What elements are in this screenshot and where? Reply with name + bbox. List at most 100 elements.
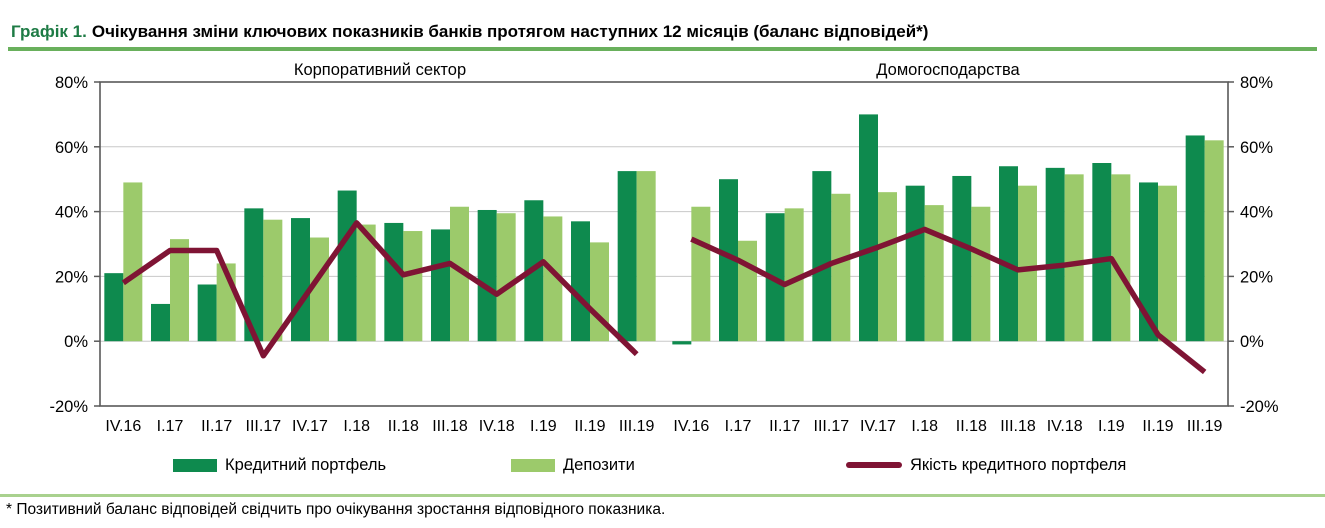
bar-credit-portfolio: [999, 166, 1018, 342]
bar-credit-portfolio: [197, 284, 217, 342]
bar-deposits: [123, 182, 143, 342]
bar-deposits: [403, 231, 423, 342]
bar-credit-portfolio: [384, 222, 404, 342]
bar-deposits: [831, 193, 851, 342]
y-axis-label-left: 0%: [64, 333, 88, 351]
bar-credit-portfolio: [1185, 135, 1205, 342]
y-axis-label-left: 80%: [55, 74, 88, 92]
plot-border: [99, 81, 1229, 407]
x-axis-label: II.18: [388, 418, 419, 435]
legend-label: Депозити: [563, 455, 635, 474]
credit-portfolio-swatch-icon: [173, 458, 217, 472]
bar-deposits: [738, 240, 757, 342]
bar-credit-portfolio: [905, 185, 925, 342]
bar-credit-portfolio: [431, 229, 450, 342]
bar-credit-portfolio: [337, 190, 357, 342]
legend-label: Якість кредитного портфеля: [910, 455, 1127, 474]
bar-deposits: [1204, 140, 1224, 342]
credit-quality-line-swatch-icon: [846, 462, 902, 468]
bar-deposits: [1111, 174, 1131, 342]
bar-deposits: [263, 219, 283, 342]
bar-credit-portfolio: [1092, 163, 1112, 342]
x-axis-label: III.18: [432, 418, 468, 435]
bar-credit-portfolio: [617, 171, 637, 342]
x-axis-label: I.17: [725, 418, 752, 435]
panel-title: Домогосподарства: [876, 61, 1020, 79]
bar-deposits: [1064, 174, 1084, 342]
x-axis-label: I.17: [157, 418, 184, 435]
bar-credit-portfolio: [244, 208, 264, 342]
bar-deposits: [310, 237, 329, 342]
x-axis-label: II.19: [1142, 418, 1173, 435]
chart-legend: Кредитний портфель Депозити Якість креди…: [0, 451, 1325, 479]
x-axis-label: I.19: [1098, 418, 1125, 435]
bar-deposits: [636, 171, 656, 342]
bar-credit-portfolio: [1139, 182, 1158, 342]
title-underline-rule: [8, 47, 1317, 51]
bar-deposits: [924, 205, 944, 342]
bar-deposits: [356, 224, 376, 342]
legend-item-credit-portfolio: Кредитний портфель: [173, 451, 386, 479]
x-axis-label: II.18: [956, 418, 987, 435]
bar-deposits: [971, 206, 991, 342]
bar-credit-portfolio: [859, 114, 878, 342]
credit-quality-line: [690, 226, 1207, 375]
dual-panel-bar-line-chart: 80% 80% 60% 60% 40% 40% 20% 20% 0% 0% -20% -20% Корп…: [49, 61, 1279, 435]
bar-credit-portfolio: [151, 303, 170, 342]
bar-credit-portfolio: [672, 341, 692, 345]
x-axis-label: II.19: [574, 418, 605, 435]
x-axis-label: I.19: [530, 418, 557, 435]
figure-title-number: Графік 1.: [11, 22, 87, 41]
y-axis-label-left: 40%: [55, 204, 88, 222]
figure-title: Графік 1. Очікування зміни ключових показ…: [11, 22, 928, 42]
x-axis-label: IV.16: [673, 418, 709, 435]
bar-credit-portfolio: [291, 218, 310, 342]
bar-deposits: [691, 206, 711, 342]
x-axis-label: I.18: [911, 418, 938, 435]
x-axis-label: IV.18: [479, 418, 515, 435]
x-axis-label: I.18: [343, 418, 370, 435]
y-axis-label-right: -20%: [1240, 398, 1279, 416]
deposits-swatch-icon: [511, 458, 555, 472]
x-axis-label: III.19: [1187, 418, 1223, 435]
footnote-separator-rule: [0, 494, 1325, 497]
x-axis-label: II.17: [769, 418, 800, 435]
panel-title: Корпоративний сектор: [294, 61, 466, 79]
x-axis-label: II.17: [201, 418, 232, 435]
bar-credit-portfolio: [952, 175, 972, 342]
y-axis-label-left: 20%: [55, 268, 88, 286]
x-axis-label: III.17: [246, 418, 282, 435]
bar-credit-portfolio: [719, 179, 738, 342]
bar-deposits: [784, 208, 804, 342]
legend-label: Кредитний портфель: [225, 455, 387, 474]
y-axis-label-right: 20%: [1240, 268, 1273, 286]
bar-deposits: [170, 239, 189, 342]
bar-credit-portfolio: [1045, 167, 1065, 342]
bar-deposits: [878, 192, 897, 342]
x-axis-label: IV.16: [105, 418, 141, 435]
bar-credit-portfolio: [477, 209, 497, 342]
legend-item-credit-quality: Якість кредитного портфеля: [846, 451, 1126, 479]
x-axis-label: III.17: [814, 418, 850, 435]
legend-item-deposits: Депозити: [511, 451, 635, 479]
y-axis-label-right: 80%: [1240, 74, 1273, 92]
credit-quality-line: [121, 220, 639, 359]
footnote: * Позитивний баланс відповідей свідчить …: [6, 501, 666, 518]
x-axis-label: III.18: [1000, 418, 1036, 435]
bar-deposits: [450, 206, 469, 342]
figure-title-text: Очікування зміни ключових показників бан…: [91, 22, 929, 41]
bar-deposits: [496, 213, 516, 342]
bar-credit-portfolio: [571, 221, 590, 342]
bar-deposits: [1018, 185, 1037, 342]
bar-credit-portfolio: [812, 171, 832, 342]
y-axis-label-right: 60%: [1240, 139, 1273, 157]
y-axis-label-left: -20%: [49, 398, 88, 416]
x-axis-label: IV.18: [1047, 418, 1083, 435]
y-axis-label-right: 0%: [1240, 333, 1264, 351]
bar-deposits: [543, 216, 563, 342]
x-axis-label: III.19: [619, 418, 655, 435]
y-axis-label-right: 40%: [1240, 204, 1273, 222]
x-axis-label: IV.17: [860, 418, 896, 435]
y-axis-label-left: 60%: [55, 139, 88, 157]
